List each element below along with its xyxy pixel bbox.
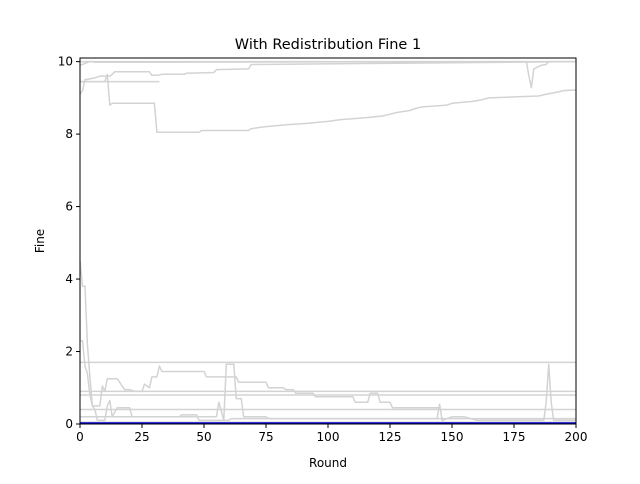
y-axis-label: Fine (33, 229, 47, 253)
y-tick-label: 4 (65, 272, 73, 286)
series-line-2 (79, 60, 577, 95)
y-tick-label: 10 (58, 55, 73, 69)
x-tick-label: 75 (258, 430, 273, 444)
y-tick-label: 2 (65, 345, 73, 359)
y-tick-label: 8 (65, 127, 73, 141)
x-tick-label: 50 (196, 430, 211, 444)
x-tick-label: 0 (76, 430, 84, 444)
x-tick-label: 150 (441, 430, 464, 444)
y-tick-label: 0 (65, 417, 73, 431)
series-layer (79, 60, 577, 425)
series-line-11 (80, 414, 576, 422)
x-tick-label: 175 (503, 430, 526, 444)
x-tick-label: 125 (379, 430, 402, 444)
series-line-9 (80, 339, 440, 409)
x-tick-label: 100 (317, 430, 340, 444)
x-tick-label: 25 (134, 430, 149, 444)
x-tick-label: 200 (565, 430, 588, 444)
series-line-10 (80, 363, 576, 422)
chart-title: With Redistribution Fine 1 (235, 37, 421, 53)
x-axis-label: Round (309, 456, 347, 470)
series-line-1 (80, 60, 576, 89)
y-tick-label: 6 (65, 200, 73, 214)
x-axis: 0 25 50 75 100 125 150 175 200 (76, 424, 587, 444)
y-axis: 0 2 4 6 8 10 (58, 55, 80, 431)
series-line-4 (80, 73, 577, 134)
